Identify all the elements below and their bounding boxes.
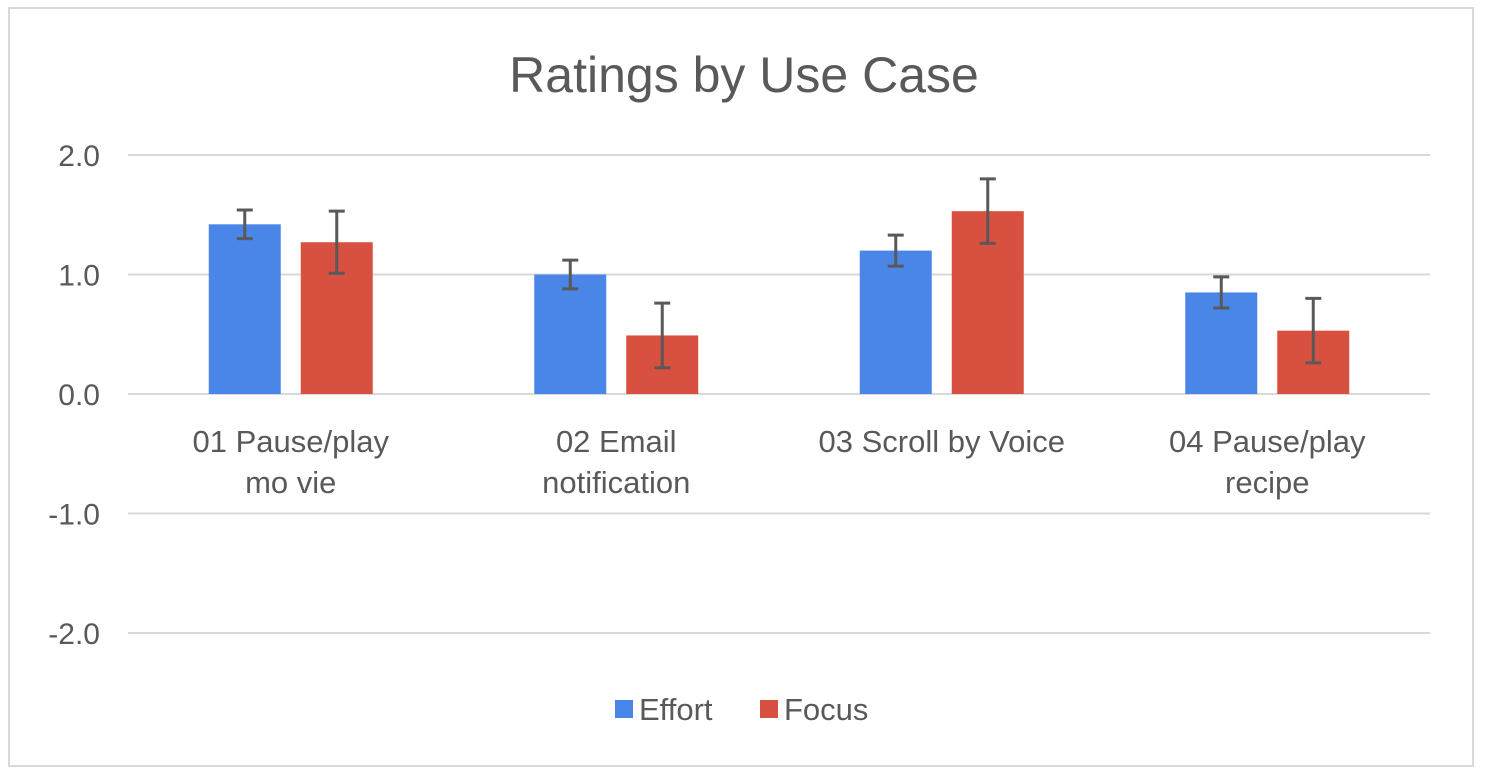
- y-axis-ticks: 2.0 1.0 0.0 -1.0 -2.0: [48, 140, 100, 651]
- error-bar: [328, 209, 345, 275]
- legend-swatch-effort: [615, 700, 633, 718]
- legend: Effort Focus: [615, 692, 868, 727]
- error-bar: [1213, 275, 1230, 310]
- category-label: 02 Email: [556, 424, 677, 459]
- y-tick-label: 1.0: [58, 260, 100, 293]
- category-label: 01 Pause/play: [193, 424, 390, 459]
- category-label: recipe: [1225, 465, 1309, 500]
- x-axis-categories: 01 Pause/play mo vie 02 Email notification 0…: [193, 424, 1366, 500]
- y-tick-label: 0.0: [58, 379, 100, 412]
- legend-label-focus: Focus: [784, 692, 868, 727]
- category-label: notification: [542, 465, 690, 500]
- y-tick-label: -1.0: [48, 499, 100, 532]
- error-bar: [236, 208, 253, 241]
- bar-effort: [859, 250, 932, 394]
- bar-effort: [208, 224, 281, 394]
- category-label: mo vie: [245, 465, 336, 500]
- legend-swatch-focus: [760, 700, 778, 718]
- chart-title: Ratings by Use Case: [509, 47, 979, 103]
- category-label: 04 Pause/play: [1169, 424, 1366, 459]
- bars: [208, 211, 1350, 394]
- error-bars: [236, 177, 1322, 370]
- y-tick-label: -2.0: [48, 618, 100, 651]
- error-bar: [887, 233, 904, 268]
- bar-effort: [534, 274, 607, 394]
- legend-label-effort: Effort: [639, 692, 713, 727]
- error-bar: [979, 177, 996, 245]
- error-bar: [562, 258, 579, 291]
- category-label: 03 Scroll by Voice: [819, 424, 1065, 459]
- error-bar: [1305, 296, 1322, 365]
- y-tick-label: 2.0: [58, 140, 100, 173]
- error-bar: [654, 301, 671, 370]
